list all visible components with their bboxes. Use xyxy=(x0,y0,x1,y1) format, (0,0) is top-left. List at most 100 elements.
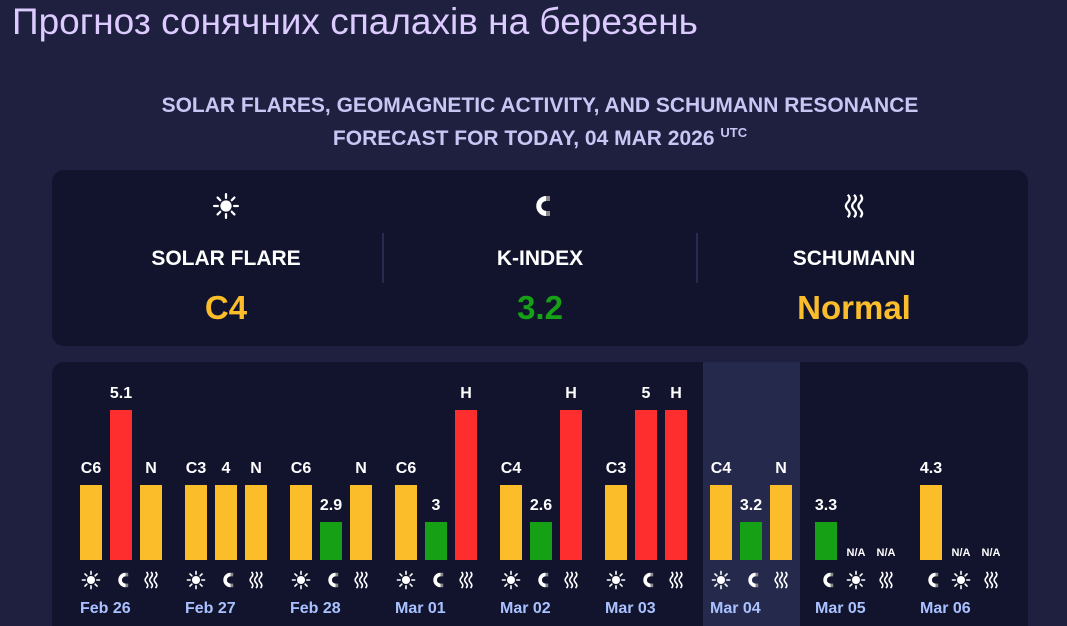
bar xyxy=(770,485,792,560)
sun-ray xyxy=(304,573,308,577)
bar xyxy=(455,410,477,560)
icon-waves xyxy=(774,571,788,589)
magnet-shape xyxy=(538,572,546,588)
date-label: Mar 01 xyxy=(395,600,446,617)
sun-core xyxy=(956,575,966,585)
sun-ray xyxy=(189,583,193,587)
subtitle-line: FORECAST FOR TODAY, 04 MAR 2026 UTC xyxy=(0,125,1067,151)
bar xyxy=(110,410,132,560)
bar-label: 4 xyxy=(222,460,231,477)
sun-ray xyxy=(504,583,508,587)
wave xyxy=(249,571,254,589)
sun-ray xyxy=(84,583,88,587)
sun-ray xyxy=(714,573,718,577)
bar xyxy=(710,485,732,560)
magnet-shape xyxy=(823,572,831,588)
summary-label: SOLAR FLARE xyxy=(151,247,300,270)
wave xyxy=(857,193,864,219)
sun-ray xyxy=(954,573,958,577)
bar-label: N xyxy=(250,460,262,477)
bar-label: C6 xyxy=(291,460,312,477)
wave xyxy=(669,571,674,589)
sun-ray xyxy=(504,573,508,577)
sun-ray xyxy=(399,573,403,577)
icon-waves xyxy=(879,571,893,589)
date-label: Mar 04 xyxy=(710,600,761,617)
summary-label: SCHUMANN xyxy=(793,247,916,270)
icon-magnet xyxy=(748,572,759,588)
sun-ray xyxy=(964,573,968,577)
sun-ray xyxy=(954,583,958,587)
sun-ray xyxy=(724,573,728,577)
bar-label: C6 xyxy=(81,460,102,477)
sun-core xyxy=(191,575,201,585)
bar-label: 3.3 xyxy=(815,497,837,514)
bar-label: C4 xyxy=(711,460,732,477)
subtitle-line: SOLAR FLARES, GEOMAGNETIC ACTIVITY, AND … xyxy=(161,94,919,117)
sun-ray xyxy=(609,583,613,587)
wave xyxy=(673,571,679,589)
icon-magnet xyxy=(536,196,550,216)
bar xyxy=(740,522,762,560)
wave xyxy=(883,571,889,589)
wave xyxy=(144,571,149,589)
bar xyxy=(635,410,657,560)
summary-value: C4 xyxy=(205,289,248,326)
bar xyxy=(920,485,942,560)
wave xyxy=(984,571,989,589)
sun-ray xyxy=(189,573,193,577)
sun-ray xyxy=(514,583,518,587)
sun-ray xyxy=(964,583,968,587)
timeline-card: C6 5.1 N Feb 26 C3 4 N Feb 27 C6 2.9 N Feb 28 C6 3 H Ma… xyxy=(52,362,1028,626)
bar-label: 5.1 xyxy=(110,385,132,402)
bar xyxy=(665,410,687,560)
page-title: Прогноз сонячних спалахів на березень xyxy=(12,1,698,42)
sun-ray xyxy=(409,573,413,577)
wave xyxy=(844,193,851,219)
wave xyxy=(778,571,784,589)
bar-label: N xyxy=(355,460,367,477)
wave xyxy=(363,571,368,589)
bar xyxy=(425,522,447,560)
wave xyxy=(568,571,574,589)
icon-magnet xyxy=(823,572,834,588)
bar-label: C6 xyxy=(396,460,417,477)
summary-graphic: SOLAR FLARE C4 K-INDEX 3.2 SCHUMANN Normal xyxy=(151,193,916,326)
wave xyxy=(148,571,154,589)
subtitle-text: FORECAST FOR TODAY, 04 MAR 2026 xyxy=(332,127,715,150)
sun-core xyxy=(851,575,861,585)
sun-ray xyxy=(849,573,853,577)
sun-ray xyxy=(216,196,222,202)
sun-ray xyxy=(216,210,222,216)
summary-value: 3.2 xyxy=(517,289,563,326)
sun-ray xyxy=(859,573,863,577)
bar-label: N/A xyxy=(952,547,971,559)
sun-ray xyxy=(199,583,203,587)
icon-waves xyxy=(564,571,578,589)
magnet-shape xyxy=(536,196,547,216)
sun-ray xyxy=(609,573,613,577)
bar-label: H xyxy=(670,385,682,402)
icon-waves xyxy=(844,193,864,219)
sun-core xyxy=(716,575,726,585)
bar xyxy=(530,522,552,560)
wave xyxy=(459,571,464,589)
bar xyxy=(290,485,312,560)
wave xyxy=(783,571,788,589)
icon-sun xyxy=(501,570,521,590)
bar xyxy=(140,485,162,560)
wave xyxy=(153,571,158,589)
bar xyxy=(215,485,237,560)
icon-magnet xyxy=(118,572,129,588)
bar-label: N/A xyxy=(877,547,896,559)
icon-sun xyxy=(81,570,101,590)
bar xyxy=(500,485,522,560)
icon-magnet xyxy=(928,572,939,588)
sun-ray xyxy=(409,583,413,587)
sun-ray xyxy=(94,573,98,577)
wave xyxy=(678,571,683,589)
wave xyxy=(258,571,263,589)
sun-ray xyxy=(304,583,308,587)
wave xyxy=(879,571,884,589)
